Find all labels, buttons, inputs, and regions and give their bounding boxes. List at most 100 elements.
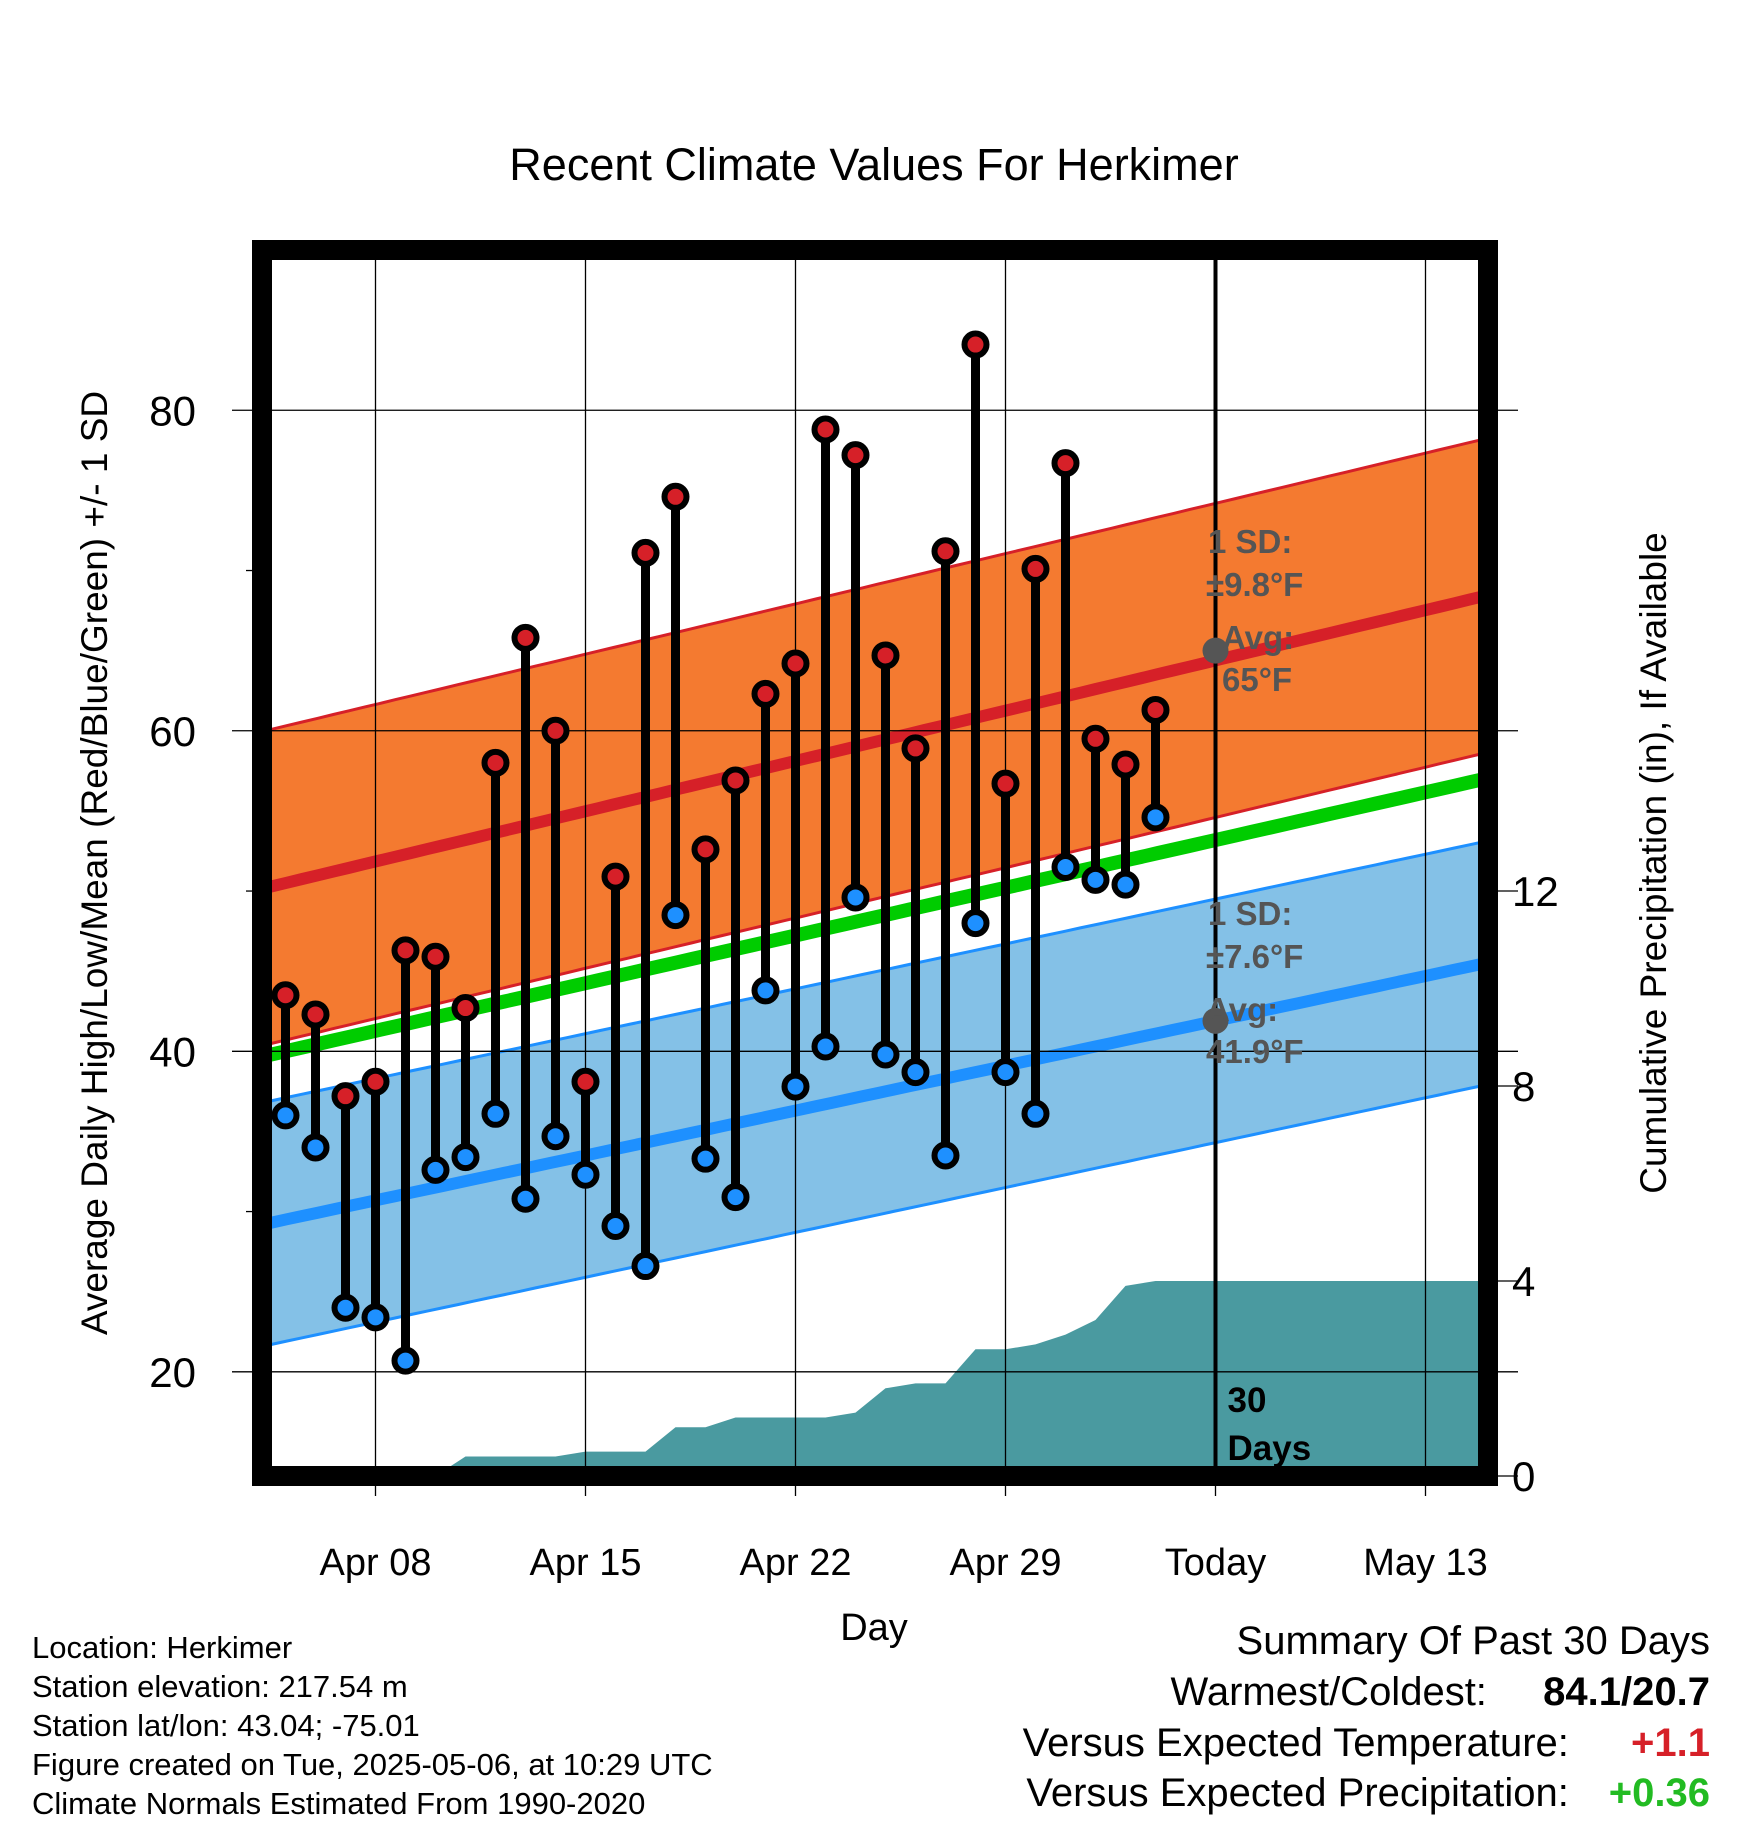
daily-high-point	[601, 862, 630, 891]
x-tick-label: May 13	[1363, 1542, 1488, 1584]
daily-low-point	[361, 1303, 390, 1332]
daily-low-point	[1021, 1099, 1050, 1128]
daily-high-point	[931, 537, 960, 566]
chart-title: Recent Climate Values For Herkimer	[509, 139, 1238, 190]
normal-low-line	[262, 956, 1488, 1231]
daily-low-point	[721, 1183, 750, 1212]
daily-low-point	[391, 1346, 420, 1375]
x-tick-label: Apr 15	[530, 1542, 642, 1584]
x-tick-label: Apr 29	[950, 1542, 1062, 1584]
temp-label: Versus Expected Temperature:	[1022, 1721, 1569, 1765]
precip-value: +0.36	[1608, 1771, 1710, 1815]
daily-high-point	[1081, 724, 1110, 753]
high-sd-label: 1 SD:	[1208, 523, 1292, 560]
precip-label: Versus Expected Precipitation:	[1026, 1771, 1569, 1815]
normal-high-line	[262, 588, 1488, 895]
normal-low-band-lower-edge	[262, 1082, 1488, 1348]
station-info: Location: Herkimer Station elevation: 21…	[32, 1628, 713, 1823]
y-tick-label-right: 8	[1512, 1063, 1535, 1110]
daily-low-point	[961, 909, 990, 938]
daily-high-point	[391, 936, 420, 965]
daily-high-point	[1141, 695, 1170, 724]
warm-cold-value: 84.1/20.7	[1543, 1670, 1710, 1714]
annotations: 1 SD: ±9.8°F Avg: 65°F 1 SD: ±7.6°F Avg: 41.9°F…	[1202, 523, 1311, 1468]
summary-title: Summary Of Past 30 Days	[1236, 1619, 1710, 1663]
daily-low-point	[541, 1122, 570, 1151]
daily-high-point	[661, 482, 690, 511]
daily-low-point	[1141, 803, 1170, 832]
high-avg-label: Avg:	[1222, 619, 1294, 656]
daily-low-point	[631, 1252, 660, 1281]
x-tick-label: Apr 08	[320, 1542, 432, 1584]
daily-low-point	[871, 1040, 900, 1069]
daily-high-point	[331, 1082, 360, 1111]
summary-precip-row: Versus Expected Precipitation: +0.36	[1023, 1768, 1710, 1818]
daily-high-point	[361, 1067, 390, 1096]
y-tick-label-right: 12	[1512, 868, 1559, 915]
data-marks	[271, 330, 1170, 1375]
precipitation-area	[285, 1281, 1488, 1476]
daily-high-point	[421, 942, 450, 971]
y-axis-label-left: Average Daily High/Low/Mean (Red/Blue/Gr…	[74, 391, 115, 1335]
daily-high-point	[571, 1067, 600, 1096]
daily-low-point	[661, 901, 690, 930]
created-text: Figure created on Tue, 2025-05-06, at 10…	[32, 1747, 713, 1782]
daily-low-point	[271, 1101, 300, 1130]
low-avg-marker	[1202, 1007, 1229, 1034]
daily-low-point	[1111, 870, 1140, 899]
x-tick-label: Apr 22	[740, 1542, 852, 1584]
x-axis-label: Day	[840, 1607, 908, 1649]
period-label-number: 30	[1228, 1381, 1267, 1420]
y-tick-label-left: 60	[149, 708, 196, 755]
low-avg-label: Avg:	[1206, 991, 1278, 1028]
daily-high-point	[271, 981, 300, 1010]
daily-low-point	[451, 1143, 480, 1172]
daily-high-point	[451, 994, 480, 1023]
daily-low-point	[331, 1293, 360, 1322]
daily-low-point	[301, 1133, 330, 1162]
x-tick-label: Today	[1165, 1542, 1266, 1584]
y-axis-label-right: Cumulative Precipitation (in), If Availa…	[1633, 532, 1674, 1194]
warm-cold-label: Warmest/Coldest:	[1170, 1670, 1487, 1714]
plot-frame	[252, 240, 1498, 1486]
daily-low-point	[991, 1058, 1020, 1087]
daily-low-point	[1051, 853, 1080, 882]
location-text: Location: Herkimer	[32, 1630, 293, 1665]
summary-panel: Summary Of Past 30 Days Warmest/Coldest:…	[1023, 1616, 1710, 1818]
y-tick-label-left: 20	[149, 1349, 196, 1396]
summary-warm-cold-row: Warmest/Coldest: 84.1/20.7	[1023, 1666, 1710, 1718]
normal-high-band-upper-edge	[262, 436, 1488, 734]
y-tick-label-left: 40	[149, 1028, 196, 1075]
daily-high-point	[1111, 750, 1140, 779]
grid	[232, 250, 1518, 1496]
high-avg-marker	[1202, 637, 1229, 664]
daily-low-point	[1081, 865, 1110, 894]
daily-low-point	[781, 1072, 810, 1101]
daily-high-point	[871, 641, 900, 670]
summary-temp-row: Versus Expected Temperature: +1.1	[1023, 1718, 1710, 1768]
y-tick-label-right: 4	[1512, 1258, 1535, 1305]
plot-area	[262, 436, 1488, 1476]
y-tick-label-right: 0	[1512, 1453, 1535, 1500]
daily-high-point	[961, 330, 990, 359]
daily-high-point	[481, 748, 510, 777]
daily-low-point	[811, 1032, 840, 1061]
daily-high-point	[811, 415, 840, 444]
daily-low-point	[511, 1184, 540, 1213]
daily-high-point	[301, 1000, 330, 1029]
elevation-text: Station elevation: 217.54 m	[32, 1669, 408, 1704]
daily-high-point	[1051, 449, 1080, 478]
daily-low-point	[571, 1160, 600, 1189]
low-sd-label: 1 SD:	[1208, 895, 1292, 932]
daily-low-point	[421, 1155, 450, 1184]
daily-low-point	[601, 1211, 630, 1240]
temp-value: +1.1	[1631, 1721, 1710, 1765]
daily-high-point	[631, 538, 660, 567]
daily-high-point	[901, 734, 930, 763]
low-sd-value: ±7.6°F	[1206, 938, 1303, 975]
daily-high-point	[781, 649, 810, 678]
daily-high-point	[991, 769, 1020, 798]
low-avg-value: 41.9°F	[1206, 1033, 1304, 1070]
daily-low-point	[691, 1144, 720, 1173]
normals-text: Climate Normals Estimated From 1990-2020	[32, 1786, 646, 1821]
